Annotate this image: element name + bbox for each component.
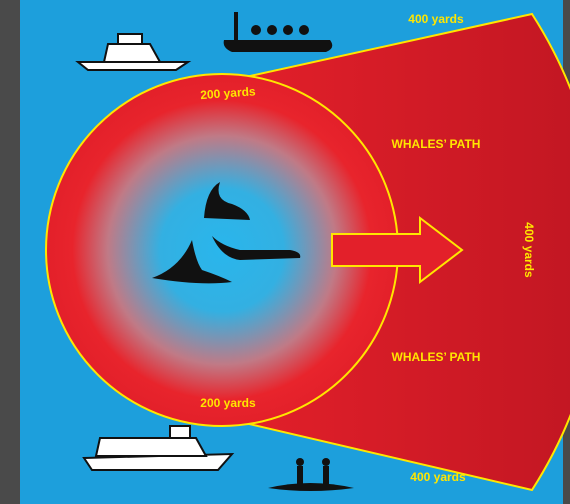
path-label: WHALES’ PATH (392, 137, 481, 151)
whales (152, 182, 301, 284)
distance-label: 200 yards (200, 396, 256, 410)
direction-arrow (331, 215, 464, 285)
distance-label: 400 yards (410, 470, 466, 484)
distance-label: 200 yards (200, 84, 257, 102)
path-label: WHALES’ PATH (392, 350, 481, 364)
distance-label: 400 yards (522, 222, 536, 278)
zodiac (223, 12, 333, 52)
top-boat (75, 33, 192, 71)
kayak (268, 458, 354, 491)
distance-label: 400 yards (408, 12, 464, 26)
bottom-boat (82, 425, 235, 471)
